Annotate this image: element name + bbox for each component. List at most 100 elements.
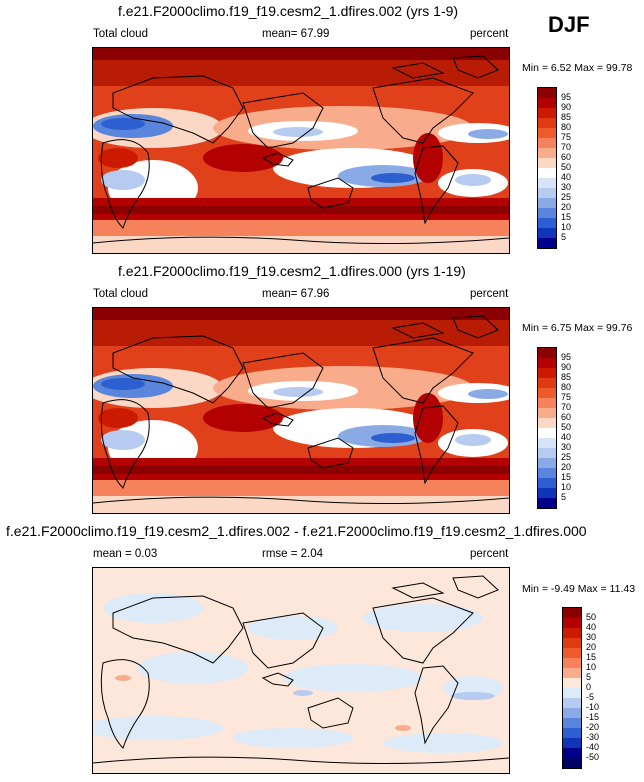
colorbar-swatch (537, 358, 557, 368)
colorbar-tick: 20 (586, 642, 597, 652)
colorbar-tick: 30 (561, 182, 572, 192)
mean-label: mean= 67.99 (262, 28, 330, 40)
colorbar-tick: -40 (586, 742, 600, 752)
colorbar-tick: 25 (561, 452, 572, 462)
colorbar-swatch (537, 368, 557, 378)
colorbar-tick: 20 (561, 202, 572, 212)
colorbar-swatch (562, 698, 582, 708)
colorbar-tick: 30 (561, 442, 572, 452)
colorbar-swatch (562, 638, 582, 648)
colorbar-swatch (562, 648, 582, 658)
min-max-label: Min = 6.75 Max = 99.76 (522, 322, 633, 334)
variable-label: Total cloud (93, 28, 148, 40)
colorbar-tick: 10 (586, 662, 597, 672)
rmse-label: rmse = 2.04 (262, 548, 324, 560)
panel-title: f.e21.F2000climo.f19_f19.cesm2_1.dfires.… (6, 523, 587, 539)
min-max-label: Min = 6.52 Max = 99.78 (522, 62, 633, 74)
colorbar-tick: -30 (586, 732, 600, 742)
colorbar-tick: 10 (561, 222, 572, 232)
colorbar-swatch (562, 618, 582, 628)
colorbar-tick: 60 (561, 152, 572, 162)
colorbar-swatch (537, 87, 557, 98)
colorbar-tick: 70 (561, 402, 572, 412)
colorbar-swatch (537, 178, 557, 188)
colorbar-swatch (562, 718, 582, 728)
colorbar-tick: 50 (561, 162, 572, 172)
colorbar-tick: 40 (586, 622, 597, 632)
colorbar-tick: 30 (586, 632, 597, 642)
colorbar-swatch (537, 228, 557, 238)
colorbar-tick: 40 (561, 172, 572, 182)
panel-title: f.e21.F2000climo.f19_f19.cesm2_1.dfires.… (118, 3, 459, 19)
colorbar-swatch (537, 238, 557, 249)
units-label: percent (470, 28, 509, 40)
variable-label: Total cloud (93, 288, 148, 300)
panel-title: f.e21.F2000climo.f19_f19.cesm2_1.dfires.… (118, 263, 466, 279)
cloud-map (92, 307, 510, 514)
colorbar-swatch (537, 438, 557, 448)
colorbar-tick: 50 (586, 612, 597, 622)
mean-label: mean = 0.03 (93, 548, 158, 560)
colorbar-swatch (537, 188, 557, 198)
colorbar-tick: 15 (561, 472, 572, 482)
colorbar-tick: 90 (561, 362, 572, 372)
colorbar-swatch (537, 378, 557, 388)
colorbar-tick: 5 (561, 232, 567, 242)
colorbar-swatch (537, 398, 557, 408)
colorbar-swatch (562, 738, 582, 748)
mean-label: mean= 67.96 (262, 288, 330, 300)
colorbar-tick: -15 (586, 712, 600, 722)
units-label: percent (470, 288, 509, 300)
colorbar-swatch (537, 428, 557, 438)
colorbar-swatch (537, 347, 557, 358)
colorbar-tick: 5 (586, 672, 592, 682)
colorbar-swatch (537, 168, 557, 178)
colorbar-swatch (537, 148, 557, 158)
colorbar-swatch (537, 218, 557, 228)
colorbar-swatch (537, 118, 557, 128)
colorbar-swatch (537, 128, 557, 138)
colorbar-tick: 95 (561, 352, 572, 362)
colorbar-tick: 95 (561, 92, 572, 102)
colorbar-swatch (537, 488, 557, 498)
colorbar-swatch (562, 678, 582, 688)
colorbar-tick: 25 (561, 192, 572, 202)
colorbar-tick: 15 (586, 652, 597, 662)
colorbar-swatch (537, 448, 557, 458)
colorbar-tick: 10 (561, 482, 572, 492)
colorbar-tick: 80 (561, 382, 572, 392)
colorbar-swatch (562, 668, 582, 678)
colorbar-swatch (537, 158, 557, 168)
colorbar-tick: 80 (561, 122, 572, 132)
colorbar-swatch (562, 658, 582, 668)
colorbar-swatch (537, 478, 557, 488)
colorbar-swatch (537, 198, 557, 208)
colorbar-tick: -50 (586, 752, 600, 762)
colorbar-tick: 75 (561, 392, 572, 402)
colorbar-tick: 70 (561, 142, 572, 152)
colorbar-swatch (537, 108, 557, 118)
units-label: percent (470, 548, 509, 560)
colorbar-tick: 90 (561, 102, 572, 112)
colorbar-tick: 60 (561, 412, 572, 422)
colorbar-swatch (537, 388, 557, 398)
colorbar-swatch (562, 748, 582, 758)
colorbar-tick: 85 (561, 372, 572, 382)
colorbar-tick: 75 (561, 132, 572, 142)
colorbar-swatch (537, 418, 557, 428)
colorbar-swatch (537, 498, 557, 509)
cloud-map (92, 47, 510, 254)
colorbar-tick: 20 (561, 462, 572, 472)
colorbar-tick: 85 (561, 112, 572, 122)
colorbar-swatch (537, 138, 557, 148)
colorbar-swatch (562, 728, 582, 738)
colorbar-tick: -20 (586, 722, 600, 732)
colorbar-swatch (537, 208, 557, 218)
colorbar-tick: 5 (561, 492, 567, 502)
colorbar-swatch (537, 408, 557, 418)
season-label: DJF (548, 12, 590, 37)
colorbar-swatch (537, 458, 557, 468)
colorbar-swatch (562, 607, 582, 618)
colorbar-tick: 15 (561, 212, 572, 222)
colorbar-swatch (537, 98, 557, 108)
